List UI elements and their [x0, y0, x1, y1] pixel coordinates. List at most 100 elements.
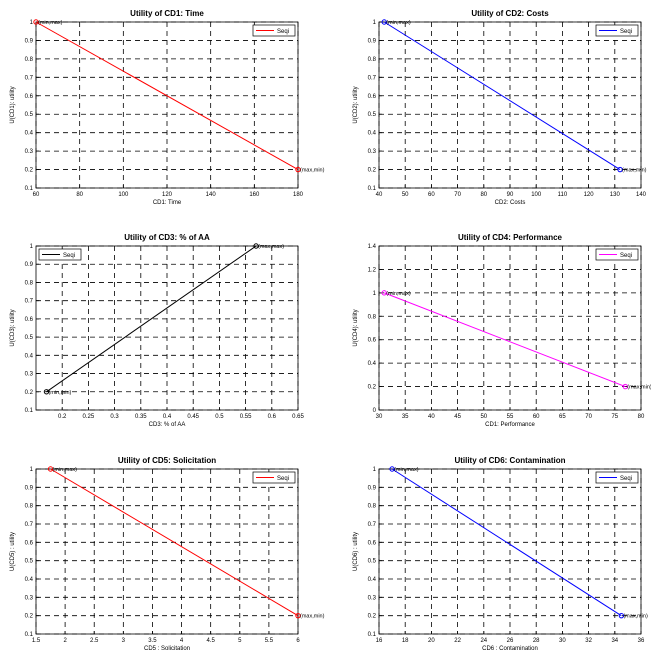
x-tick-label: 65: [559, 414, 566, 420]
x-tick-label: 0.6: [268, 414, 277, 420]
series-line: [391, 468, 622, 617]
point-annotation: (min,max): [38, 20, 63, 26]
data-point: [47, 466, 54, 472]
point-annotation: (min,max): [53, 467, 78, 473]
x-tick-label: 55: [507, 414, 514, 420]
x-tick-label: 30: [559, 638, 566, 644]
x-tick-label: 80: [76, 192, 83, 198]
legend-label: Seqi: [620, 476, 632, 482]
y-tick-label: 0.1: [368, 186, 377, 192]
data-point: [381, 19, 387, 25]
y-tick-label: 0.1: [25, 186, 34, 192]
y-tick-label: 0.5: [25, 112, 34, 118]
legend-label: Seqi: [277, 29, 289, 35]
y-tick-label: 1.4: [368, 244, 377, 250]
y-tick-label: 0.6: [25, 540, 34, 546]
x-tick-label: 90: [507, 192, 514, 198]
y-tick-label: 1: [373, 467, 377, 473]
series-line: [384, 292, 626, 388]
x-tick-label: 140: [636, 192, 647, 198]
legend-label: Seqi: [620, 253, 632, 259]
chart-4: 30 35 40 45 50 55 60 65 70 75 80 0 0.2 0.4 0.6 0.8 1 1.2 1…: [353, 233, 651, 428]
x-tick-label: 60: [533, 414, 540, 420]
y-tick-label: 0.7: [25, 75, 34, 81]
y-tick-label: 0.9: [25, 38, 34, 44]
y-tick-label: 0.5: [25, 559, 34, 565]
y-tick-label: 0.9: [368, 38, 377, 44]
y-tick-label: 0.2: [25, 614, 34, 620]
y-axis-label: U(CD4): utility: [353, 309, 359, 346]
x-tick-label: 100: [531, 192, 542, 198]
y-axis-label: U(CD3): utility: [10, 309, 16, 346]
y-tick-label: 0.8: [25, 57, 34, 63]
data-point: [43, 389, 50, 395]
x-tick-label: 34: [611, 638, 618, 644]
y-tick-label: 0.2: [368, 168, 377, 174]
x-tick-label: 5: [238, 638, 242, 644]
legend-label: Seqi: [63, 253, 75, 259]
x-axis-label: CD3: % of AA: [149, 422, 186, 428]
x-tick-label: 24: [480, 638, 487, 644]
x-tick-label: 100: [118, 192, 129, 198]
y-tick-label: 0.2: [368, 385, 377, 391]
y-tick-label: 0.4: [25, 577, 34, 583]
chart-5: 1.5 2 2.5 3 3.5 4 4.5 5 5.5 6 0.1 0.2 0.3 0.4 0.5 0.6 0.…: [10, 456, 325, 652]
x-tick-label: 2: [63, 638, 67, 644]
chart-2: 40 50 60 70 80 90 100 110 120 130 140 0.1 0.2 0.3 0.4 0…: [353, 9, 647, 206]
y-tick-label: 0.1: [25, 632, 34, 638]
series-line: [35, 21, 299, 170]
x-tick-label: 36: [638, 638, 645, 644]
y-tick-label: 0.6: [368, 338, 377, 344]
y-axis-label: U(CD1): utility: [10, 86, 16, 123]
data-point: [295, 166, 301, 173]
x-tick-label: 0.4: [163, 414, 172, 420]
x-axis-label: CD5 : Solicitation: [144, 646, 190, 652]
x-axis-label: CD1: Time: [153, 200, 182, 206]
x-tick-label: 32: [585, 638, 592, 644]
y-tick-label: 0.8: [25, 280, 34, 286]
chart-6: 16 18 20 22 24 26 28 30 32 34 36 0.1 0.2 0.3 0.4 0.5 0.6…: [353, 456, 648, 652]
y-tick-label: 0.9: [25, 485, 34, 491]
series-line: [50, 468, 299, 617]
x-tick-label: 120: [584, 192, 595, 198]
legend: Seqi: [595, 24, 639, 37]
x-tick-label: 0.35: [135, 414, 147, 420]
y-tick-label: 0.5: [25, 335, 34, 341]
y-tick-label: 0.5: [368, 112, 377, 118]
series-line: [383, 21, 621, 170]
data-point: [617, 166, 623, 173]
x-tick-label: 22: [454, 638, 461, 644]
x-tick-label: 16: [376, 638, 383, 644]
x-tick-label: 35: [402, 414, 409, 420]
chart-1: 60 80 100 120 140 160 180 0.1 0.2 0.3 0.4 0.5 0.6 0.7…: [10, 9, 325, 206]
y-tick-label: 0.8: [368, 57, 377, 63]
y-tick-label: 0.5: [368, 559, 377, 565]
x-tick-label: 0.65: [292, 414, 304, 420]
x-tick-label: 4.5: [206, 638, 215, 644]
chart-title: Utility of CD3: % of AA: [124, 233, 210, 242]
x-tick-label: 180: [293, 192, 304, 198]
point-annotation: (max,min): [627, 385, 651, 391]
x-tick-label: 70: [585, 414, 592, 420]
y-axis-label: U(CD5) : utility: [10, 532, 16, 571]
x-tick-label: 80: [638, 414, 645, 420]
y-tick-label: 0.8: [25, 504, 34, 510]
x-tick-label: 30: [376, 414, 383, 420]
y-axis-label: U(CD6) : utility: [353, 532, 359, 571]
x-tick-label: 0.5: [215, 414, 224, 420]
y-tick-label: 0.4: [368, 361, 377, 367]
x-tick-label: 160: [249, 192, 260, 198]
x-tick-label: 20: [428, 638, 435, 644]
data-point: [618, 612, 625, 619]
legend: Seqi: [252, 24, 296, 37]
y-tick-label: 0.6: [25, 317, 34, 323]
x-tick-label: 60: [428, 192, 435, 198]
x-axis-label: CD2: Costs: [495, 200, 526, 206]
x-tick-label: 0.25: [83, 414, 95, 420]
y-tick-label: 0.3: [25, 149, 34, 155]
x-tick-label: 2.5: [90, 638, 99, 644]
x-tick-label: 50: [480, 414, 487, 420]
x-tick-label: 6: [296, 638, 300, 644]
chart-title: Utility of CD6: Contamination: [454, 456, 565, 465]
chart-title: Utility of CD5: Solicitation: [118, 456, 216, 465]
